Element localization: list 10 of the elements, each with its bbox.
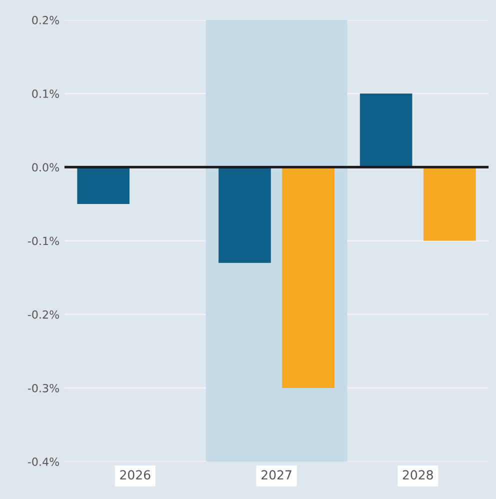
x-tick-label: 2028 [402, 470, 433, 480]
y-tick-label: -0.3% [28, 384, 60, 392]
y-tick-label: -0.1% [28, 236, 60, 246]
y-tick-label: -0.2% [28, 310, 60, 319]
x-tick-label: 2027 [262, 470, 292, 480]
y-tick-label: 0.1% [32, 90, 60, 98]
y-tick-label: 0.2% [32, 16, 60, 24]
y-tick-label: -0.4% [28, 458, 60, 466]
x-tick-label: 2026 [120, 470, 150, 480]
y-tick-label: 0.0% [32, 163, 60, 172]
